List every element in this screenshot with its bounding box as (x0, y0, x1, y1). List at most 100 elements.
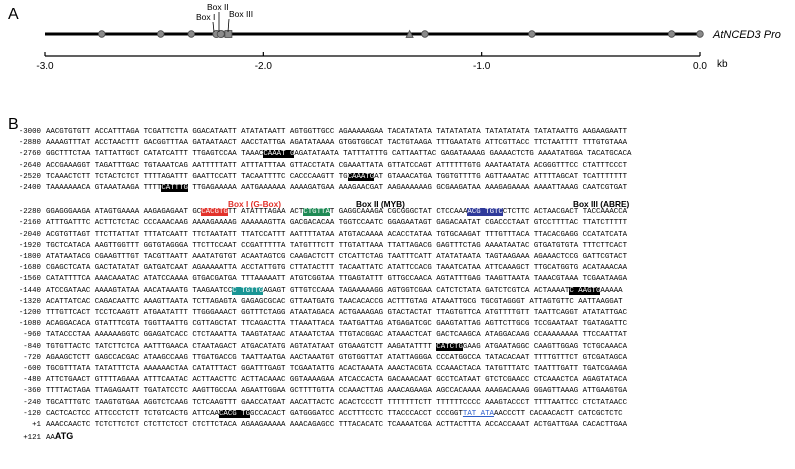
sequence-position: -600 (23, 365, 41, 373)
sequence-line: -3000 AACGTGTGTT ACCATTTAGA TCGATTCTTA GG… (0, 127, 627, 138)
sequence-text: TT ATATTTAGAA ACT (227, 208, 304, 217)
sequence-position: -1680 (18, 264, 41, 273)
sequence-text: GCCACACT GATGGGATCC ACCTTTCCTC TTACCCACC… (250, 409, 463, 418)
sequence-position: -1440 (18, 286, 41, 295)
highlighted-motif: CACGTG (201, 208, 228, 217)
sequence-position: -1080 (18, 320, 41, 329)
sequence-line: -1920 TGCTCATACA AAGTTGGTTT GGTGTAGGGA TT… (0, 241, 627, 252)
sequence-position: -360 (23, 387, 41, 396)
sequence-text: ACAGGACACA GTATTTCGTA TGGTTAATTG CGTTAGC… (46, 320, 627, 329)
sequence-text: ATCCGATAAC AAAAGTATAA AACATAAATG TAAGAAT… (46, 286, 233, 295)
sequence-text: AGAAGCTCTT GAGCCACGAC ATAAGCCAAG TTGATGA… (46, 353, 627, 362)
element-circle-marker (421, 30, 429, 38)
sequence-text: TTTTACTAGA TTAGAGAATT TGATATCCTC AAGTTGC… (46, 387, 627, 396)
axis-ticks: -3.0 -2.0 -1.0 0.0 (36, 52, 707, 72)
axis-tick-label: -2.0 (255, 61, 273, 72)
sequence-line: -240 TGCATTTGTC TAAGTGTGAA AGGTCTCAAG TCT… (0, 398, 627, 409)
sequence-text: TTTGTTCACT TCCTCAAGTT ATGAATATTT TTGGGAA… (46, 309, 627, 317)
sequence-position: -1920 (18, 241, 41, 250)
sequence-position: -240 (23, 398, 41, 407)
box-label-i: Box I (196, 12, 215, 22)
sequence-line: -2520 TCAAACTCTT TCTACTCTCT TTTTAGATTT GA… (0, 172, 627, 183)
sequence-line: -1800 ATATAATACG CGAAGTTTGT TACGTTAATT AA… (0, 252, 627, 263)
sequence-position: -1800 (18, 253, 41, 261)
sequence-position: -2520 (18, 172, 41, 181)
box-ii-myb-label: Box II (MYB) (356, 199, 405, 209)
box-iii-abre-label: Box III (ABRE) (573, 199, 630, 209)
sequence-line: -2280 GGAGGGAAGA ATAGTGAAAA AAGAGAGAAT GC… (0, 207, 627, 218)
sequence-text: GGCTTTCTAA TATTATTGCT CATATCATTT TTGAGTC… (46, 150, 264, 159)
box-cluster-circle (216, 29, 225, 38)
sequence-position: -2880 (18, 139, 41, 148)
sequence-position: -120 (23, 409, 41, 418)
sequence-position: -3000 (18, 128, 41, 136)
sequence-text: TGCGTTTATA TATATTTCTA AAAAAACTAA CATATTT… (46, 365, 627, 373)
highlighted-motif: TAT ATA (462, 409, 494, 418)
highlighted-motif: C TGTTG (232, 286, 264, 295)
sequence-text: TCAAACTCTT TCTACTCTCT TTTTAGATTT GAATTCC… (46, 172, 348, 181)
element-circle-marker (98, 30, 106, 38)
sequence-line: -720 AGAAGCTCTT GAGCCACGAC ATAAGCCAAG TTG… (0, 353, 627, 364)
box-label-ii: Box II (207, 2, 229, 12)
sequence-text: T GAGGCAAAGA CGCGGGCTAT CTCCAAA (329, 208, 468, 217)
sequence-line: -2640 ACCGAAAGGT TAGATTTGAC TGTAAATCAG AA… (0, 161, 627, 172)
axis-tick-label: -1.0 (473, 61, 491, 72)
element-circle-marker (528, 30, 536, 38)
box-label-iii: Box III (229, 9, 253, 19)
axis-tick-label: 0.0 (693, 61, 707, 72)
sequence-text: ATATAATACG CGAAGTTTGT TACGTTAATT AAATATG… (46, 253, 627, 261)
sequence-position: -2040 (18, 230, 41, 239)
highlighted-motif: CATCTG (436, 342, 463, 351)
sequence-text: AACCCTT CACAACACTT CATCGCTCTC (493, 409, 623, 418)
sequence-text: TATACCCTAA AAAAAAGGTC GGAGATCACC CTCTAAA… (46, 331, 627, 340)
element-triangle-marker (405, 29, 414, 38)
sequence-position: -960 (23, 331, 41, 340)
sequence-text: TAAAAAAACA GTAAATAAGA TTTT (46, 184, 162, 192)
sequence-line: -840 TGTGTTACTC TATCTTCTCA AATTTGAACA CTA… (0, 342, 627, 353)
sequence-line: -2760 GGCTTTCTAA TATTATTGCT CATATCATTT TT… (0, 149, 631, 160)
sequence-line: +1 AAACCAACTC TCTCTTCTCT CTCTTCTCCT CTCTT… (0, 420, 627, 431)
leader-box-iii (227, 18, 230, 33)
sequence-text: ATTTGATTTC ACTTCTCTAC CCCAAACAAG AAAAGAA… (46, 219, 627, 228)
sequence-text: AGAGT GTTGTCCAAA TAGAAAAAGG AGTGGTCGAA C… (263, 286, 570, 295)
sequence-text: AGATATAATA TATTTATTTG CATTAATTAC GAGATAA… (294, 150, 632, 159)
sequence-line: -2040 ACGTGTTAGT TTCTTATTAT TTTATCAATT TT… (0, 230, 627, 241)
promoter-map: -3.0 -2.0 -1.0 0.0 Box I Box II Box III AtN… (36, 2, 780, 72)
sequence-position: -2280 (18, 208, 41, 217)
sequence-line: -2880 AAAAGTTTAT ACCTAACTTT GACGGTTTAA GA… (0, 138, 627, 149)
sequence-text: ACCGAAAGGT TAGATTTGAC TGTAAATCAG AATTTTT… (46, 161, 627, 170)
highlighted-motif: ACG TGTC (467, 208, 503, 217)
highlighted-motif: CTGTTA (303, 208, 330, 217)
element-circle-marker (667, 30, 676, 38)
highlighted-motif: ATG (54, 431, 74, 442)
sequence-text: CTCTTC ACTAACGACT TACCAAACCA (502, 208, 628, 217)
sequence-text: GAAG ATGAATAGGC CAAGTTGGAG TCTGCAAACA (462, 342, 628, 351)
sequence-text: ACATTATCAC CAGACAATTC AAAGTTAATA TCTTAGA… (46, 297, 623, 306)
sequence-position: -1320 (18, 297, 41, 306)
highlighted-motif: C AAGTG (569, 286, 601, 295)
sequence-position: -840 (23, 342, 41, 351)
sequence-line: -960 TATACCCTAA AAAAAAGGTC GGAGATCACC CTC… (0, 330, 627, 341)
axis-tick-label: -3.0 (36, 61, 54, 72)
sequence-text: AAAAGTTTAT ACCTAACTTT GACGGTTTAA GATAATA… (46, 139, 627, 148)
sequence-position: -720 (23, 353, 41, 362)
sequence-text: CATATTTTCA AAACAAATAC ATATCCAAAA GTGACGA… (46, 275, 627, 284)
sequence-position: -2400 (18, 184, 41, 192)
sequence-position: -1560 (18, 275, 41, 284)
sequence-position: +1 (32, 421, 41, 429)
sequence-line: -1200 TTTGTTCACT TCCTCAAGTT ATGAATATTT TT… (0, 308, 627, 319)
sequence-text: GGAGGGAAGA ATAGTGAAAA AAGAGAGAAT GC (46, 208, 202, 217)
sequence-position: -2640 (18, 161, 41, 170)
sequence-line: -1080 ACAGGACACA GTATTTCGTA TGGTTAATTG CG… (0, 319, 627, 330)
element-circle-marker (157, 30, 165, 38)
element-markers (98, 29, 704, 38)
sequence-text: AAACCAACTC TCTCTTCTCT CTCTTCTCCT CTCTTCT… (46, 421, 627, 429)
sequence-text: AA (46, 434, 55, 443)
panel-label-b: B (8, 116, 19, 133)
panel-label-a: A (8, 6, 19, 23)
sequence-line: -600 TGCGTTTATA TATATTTCTA AAAAAACTAA CAT… (0, 364, 627, 375)
sequence-text: AT GTAAACATGA TGGTGTTTTG AGTTAAATAC ATTT… (374, 172, 628, 181)
sequence-position: -2760 (18, 150, 41, 159)
sequence-text: TGCATTTGTC TAAGTGTGAA AGGTCTCAAG TCTCAAG… (46, 398, 627, 407)
element-circle-marker (696, 30, 704, 38)
